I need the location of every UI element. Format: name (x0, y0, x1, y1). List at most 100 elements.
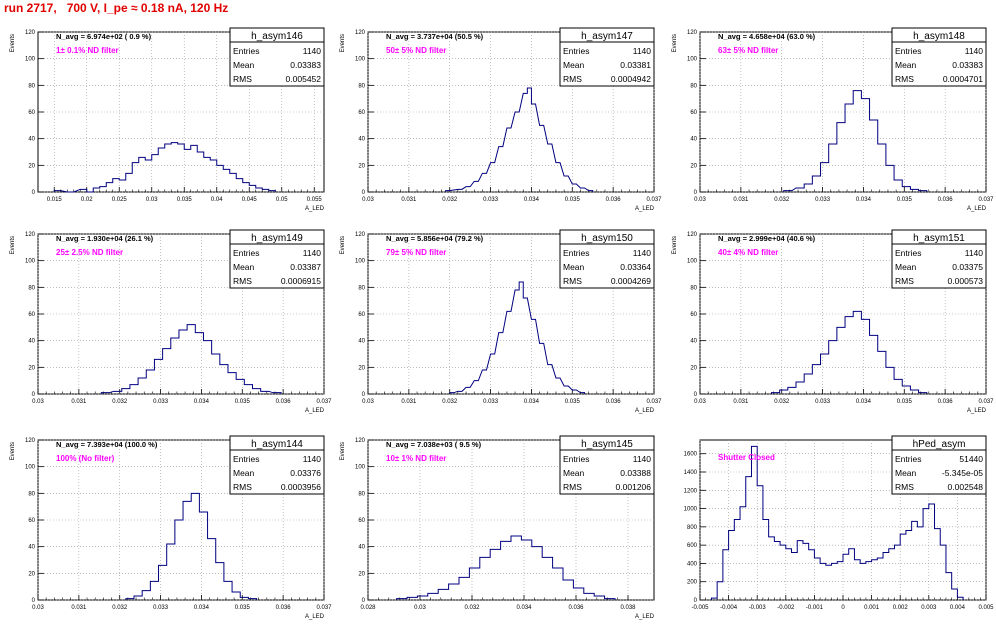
run-title: run 2717, 700 V, I_pe ≈ 0.18 nA, 120 Hz (4, 1, 228, 15)
x-tick-label: 0.03 (694, 197, 706, 203)
y-tick-label: 40 (358, 137, 365, 143)
stats-entries-label: Entries (233, 454, 259, 464)
stats-title: h_asym146 (251, 31, 303, 42)
stats-rms-label: RMS (895, 482, 914, 492)
x-tick-label: 0 (841, 605, 845, 611)
x-axis-label: A_LED (967, 408, 987, 414)
y-tick-label: 20 (358, 365, 365, 371)
navg-label: N_avg = 5.856e+04 (79.2 %) (386, 234, 484, 243)
x-tick-label: 0.036 (938, 399, 954, 405)
stats-rms-value: 0.0004942 (611, 74, 651, 84)
x-tick-label: 0.034 (524, 197, 540, 203)
stats-title: h_asym149 (251, 233, 303, 244)
x-tick-label: 0.036 (606, 399, 622, 405)
x-axis-label: A_LED (305, 206, 325, 212)
stats-mean-value: 0.03376 (290, 468, 321, 478)
stats-entries-value: 1140 (303, 46, 322, 56)
navg-label: N_avg = 7.038e+03 ( 9.5 %) (386, 440, 482, 449)
x-tick-label: 0.028 (360, 605, 376, 611)
x-tick-label: 0.033 (815, 399, 831, 405)
stats-mean-value: 0.03364 (620, 262, 651, 272)
y-tick-label: 400 (687, 561, 698, 567)
stats-rms-value: 0.000573 (948, 276, 984, 286)
x-tick-label: 0.025 (112, 197, 128, 203)
x-tick-label: 0.032 (112, 605, 128, 611)
stats-mean-label: Mean (233, 60, 255, 70)
y-tick-label: 80 (28, 83, 35, 89)
y-tick-label: 1200 (684, 488, 698, 494)
x-axis-label: A_LED (635, 408, 655, 414)
x-tick-label: 0.035 (235, 399, 251, 405)
x-tick-label: 0.055 (307, 197, 323, 203)
x-tick-label: 0.034 (194, 399, 210, 405)
x-tick-label: 0.036 (606, 197, 622, 203)
navg-label: N_avg = 2.999e+04 (40.6 %) (718, 234, 816, 243)
y-tick-label: 20 (28, 571, 35, 577)
stats-mean-label: Mean (563, 262, 585, 272)
y-tick-label: 80 (28, 285, 35, 291)
stats-entries-label: Entries (233, 248, 259, 258)
x-tick-label: 0.034 (194, 605, 210, 611)
x-tick-label: 0.034 (516, 605, 532, 611)
x-tick-label: 0.035 (235, 605, 251, 611)
y-tick-label: 120 (355, 30, 366, 36)
x-axis-label: A_LED (967, 206, 987, 212)
stats-entries-label: Entries (563, 46, 589, 56)
stats-rms-value: 0.0004269 (611, 276, 651, 286)
y-tick-label: 600 (687, 543, 698, 549)
stats-mean-label: Mean (233, 262, 255, 272)
y-tick-label: 100 (355, 465, 366, 471)
y-tick-label: 120 (687, 30, 698, 36)
x-tick-label: 0.033 (153, 605, 169, 611)
stats-rms-label: RMS (563, 276, 582, 286)
y-tick-label: 120 (355, 232, 366, 238)
stats-entries-value: 1140 (633, 248, 652, 258)
y-tick-label: 40 (28, 545, 35, 551)
stats-mean-label: Mean (233, 468, 255, 478)
y-axis-label: Events (672, 236, 678, 254)
x-tick-label: -0.001 (806, 605, 824, 611)
y-tick-label: 100 (355, 259, 366, 265)
y-tick-label: 1000 (684, 507, 698, 513)
y-tick-label: 60 (690, 312, 697, 318)
y-tick-label: 80 (690, 285, 697, 291)
x-tick-label: -0.004 (720, 605, 738, 611)
stats-title: h_asym148 (913, 31, 965, 42)
y-tick-label: 60 (690, 110, 697, 116)
y-tick-label: 120 (687, 232, 698, 238)
x-tick-label: -0.002 (777, 605, 795, 611)
y-axis-label: Events (340, 34, 346, 52)
filter-label: 50± 5% ND filter (386, 46, 446, 55)
filter-label: Shutter Closed (718, 453, 775, 462)
y-tick-label: 80 (690, 83, 697, 89)
x-tick-label: 0.031 (401, 197, 417, 203)
stats-mean-value: 0.03383 (290, 60, 321, 70)
x-tick-label: 0.035 (565, 399, 581, 405)
stats-mean-value: 0.03381 (620, 60, 651, 70)
stats-mean-label: Mean (895, 468, 917, 478)
y-tick-label: 0 (362, 392, 366, 398)
stats-rms-value: 0.0004701 (943, 74, 983, 84)
y-tick-label: 120 (25, 232, 36, 238)
stats-rms-label: RMS (233, 276, 252, 286)
x-tick-label: 0.037 (646, 197, 662, 203)
x-tick-label: 0.034 (856, 197, 872, 203)
stats-mean-value: 0.03375 (952, 262, 983, 272)
y-tick-label: 80 (28, 491, 35, 497)
stats-mean-label: Mean (895, 60, 917, 70)
x-tick-label: 0.037 (978, 197, 994, 203)
x-tick-label: 0.05 (276, 197, 288, 203)
x-tick-label: 0.034 (524, 399, 540, 405)
stats-entries-label: Entries (895, 248, 921, 258)
x-tick-label: 0.03 (414, 605, 426, 611)
y-tick-label: 20 (690, 365, 697, 371)
stats-entries-label: Entries (563, 454, 589, 464)
x-tick-label: 0.035 (565, 197, 581, 203)
x-tick-label: 0.033 (483, 399, 499, 405)
x-tick-label: 0.005 (978, 605, 994, 611)
y-tick-label: 20 (358, 571, 365, 577)
filter-label: 79± 5% ND filter (386, 248, 446, 257)
